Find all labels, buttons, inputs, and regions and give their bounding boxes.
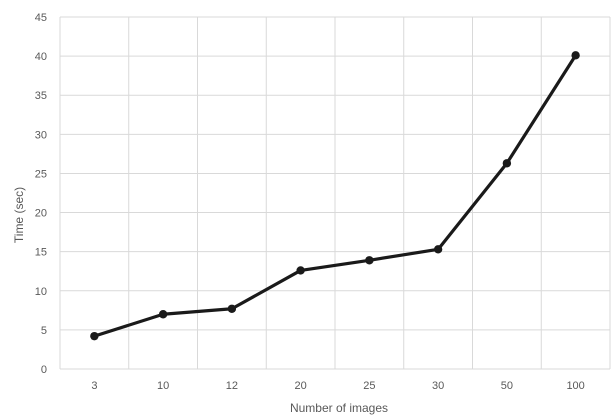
data-point [158,310,168,319]
x-axis-title: Number of images [290,401,388,415]
y-tick-label: 0 [41,364,47,376]
x-tick-label: 12 [226,380,238,392]
y-axis-title: Time (sec) [12,187,26,243]
data-point [365,256,374,265]
y-tick-label: 35 [35,90,47,102]
y-tick-label: 20 [35,208,47,220]
y-tick-label: 10 [35,286,47,298]
x-tick-label: 10 [157,380,169,392]
x-tick-label: 20 [295,380,307,392]
y-tick-label: 25 [35,168,47,180]
x-tick-label: 25 [363,380,375,392]
y-tick-labels: 0 5 10 15 20 25 30 35 40 45 [35,12,47,376]
data-point [433,245,443,254]
data-point [90,331,99,341]
series-line [92,53,578,338]
data-point [502,159,512,168]
grid-lines [59,16,611,370]
x-tick-label: 30 [432,380,444,392]
x-tick-labels: 3 10 12 20 25 30 50 100 [91,380,584,392]
x-tick-label: 100 [566,380,584,392]
y-tick-label: 15 [35,247,47,259]
data-point [571,51,580,60]
y-tick-label: 5 [41,325,47,337]
y-tick-label: 40 [35,51,47,63]
data-point [296,266,305,275]
y-tick-label: 30 [35,129,47,141]
x-tick-label: 50 [501,380,513,392]
data-series [90,51,580,341]
x-tick-label: 3 [91,380,97,392]
y-tick-label: 45 [35,12,47,24]
data-point [227,304,237,313]
